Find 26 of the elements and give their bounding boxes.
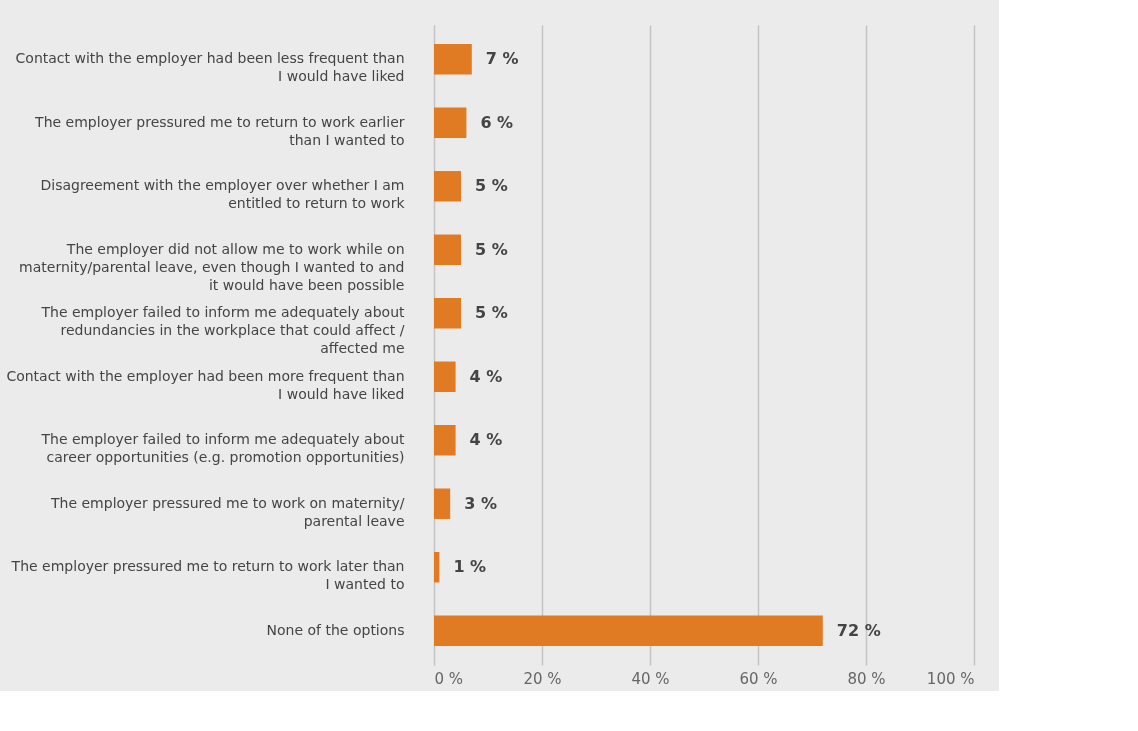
data-label: 72 %	[836, 620, 881, 640]
y-tick-label: Contact with the employer had been less frequent than I would have liked	[15, 50, 405, 85]
y-tick-label: None of the options	[266, 621, 405, 638]
data-label: 6 %	[480, 112, 514, 132]
data-label: 5 %	[475, 176, 508, 196]
y-tick-label: The employer failed to inform me adequately about redundancies in the workplace that could affect / affected me	[40, 304, 405, 357]
data-label: 5 %	[475, 239, 508, 259]
data-label: 1 %	[453, 557, 487, 577]
x-tick-label: 60 %	[739, 669, 778, 688]
data-label: 5 %	[475, 303, 508, 323]
y-tick-label: Disagreement with the employer over whether I am entitled to return to work	[40, 177, 406, 212]
y-tick-label: The employer pressured me to work on maternity/ parental leave	[50, 494, 405, 529]
x-tick-label: 20 %	[523, 669, 562, 688]
x-tick-label: 100 %	[926, 669, 975, 688]
x-tick-label: 80 %	[847, 669, 886, 688]
data-label: 4 %	[469, 430, 503, 450]
data-label: 4 %	[469, 366, 503, 386]
y-tick-label: The employer failed to inform me adequately about career opportunities (e.g. promotion opportunities)	[40, 431, 405, 466]
data-label: 3 %	[464, 493, 497, 513]
x-tick-label: 0 %	[434, 669, 464, 688]
y-tick-label: The employer pressured me to return to work later than I wanted to	[10, 558, 405, 593]
x-tick-label: 40 %	[631, 669, 670, 688]
y-tick-label: Contact with the employer had been more frequent than I would have liked	[6, 367, 405, 402]
y-tick-label: The employer pressured me to return to work earlier than I wanted to	[34, 113, 405, 148]
data-label: 7 %	[485, 49, 519, 69]
y-tick-label: The employer did not allow me to work while on maternity/parental leave, even though I wanted to and it would have been possible	[19, 240, 405, 293]
